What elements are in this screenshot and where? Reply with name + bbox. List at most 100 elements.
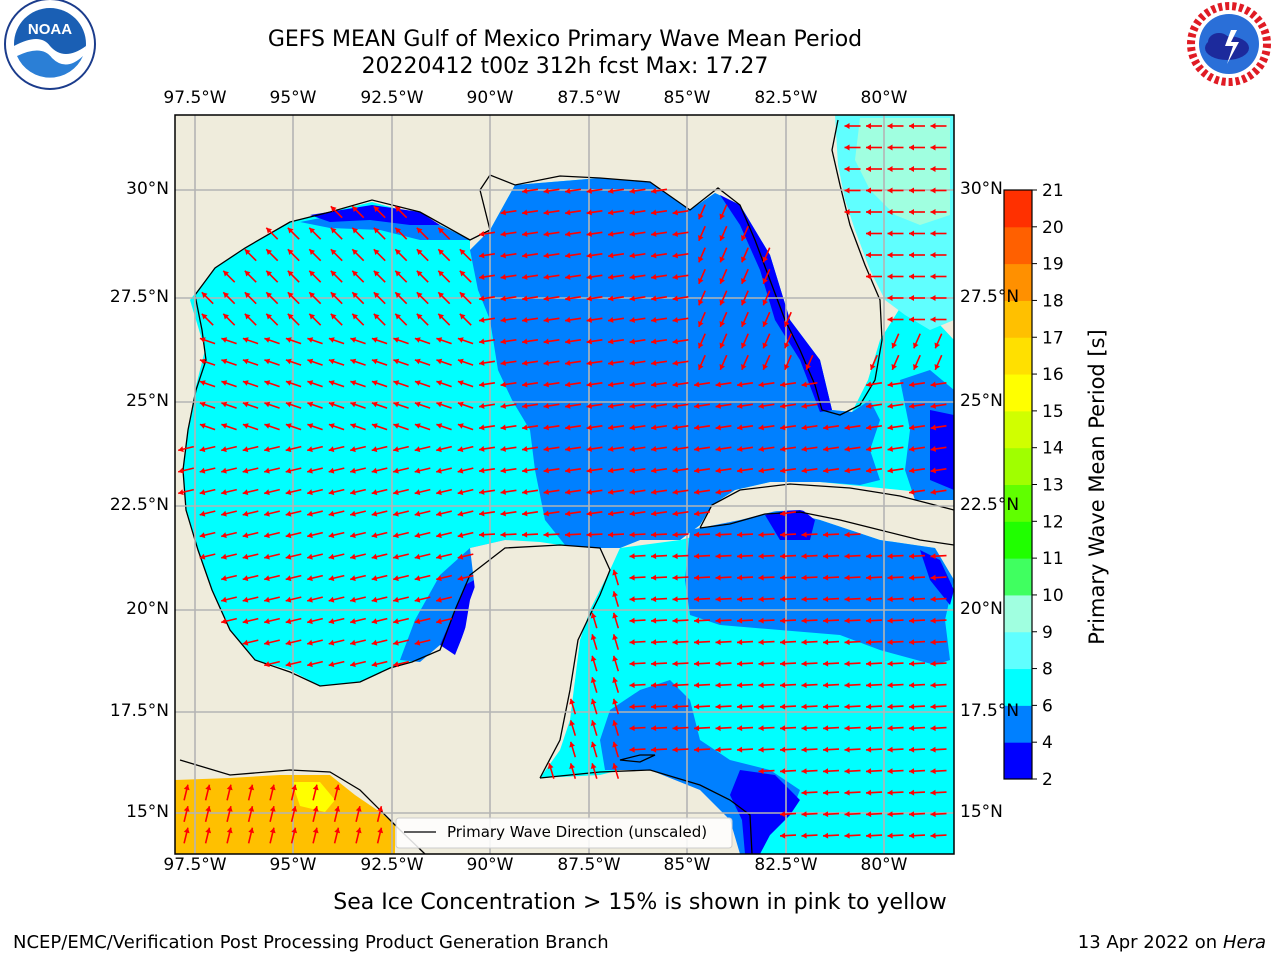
wave-arrow-589 bbox=[779, 596, 797, 603]
colorbar-tick-label-11: 16 bbox=[1042, 365, 1064, 385]
wave-arrow-34 bbox=[564, 209, 582, 216]
wave-arrow-145 bbox=[478, 295, 496, 302]
wave-arrow-174 bbox=[459, 313, 472, 326]
wave-arrow-126 bbox=[741, 268, 749, 285]
lat-tick-right-3: 22.5°N bbox=[960, 495, 1020, 515]
wave-arrow-157 bbox=[741, 290, 749, 306]
wave-arrow-27 bbox=[330, 205, 343, 219]
lat-tick-left-0: 30°N bbox=[126, 179, 169, 199]
wave-arrow-671 bbox=[865, 660, 883, 667]
wave-arrow-583 bbox=[650, 596, 668, 603]
wave-arrow-683 bbox=[758, 682, 775, 689]
wave-arrow-520 bbox=[328, 553, 345, 560]
wave-arrow-776 bbox=[226, 806, 233, 822]
wave-arrow-670 bbox=[844, 660, 861, 667]
wave-arrow-720 bbox=[779, 725, 797, 732]
wave-arrow-599 bbox=[264, 617, 280, 625]
wave-arrow-522 bbox=[371, 553, 388, 560]
wave-arrow-506 bbox=[693, 531, 711, 538]
wave-arrow-630 bbox=[350, 639, 366, 646]
wave-arrow-428 bbox=[908, 467, 926, 474]
wave-arrow-90 bbox=[607, 252, 625, 259]
wave-arrow-444 bbox=[478, 489, 496, 495]
wave-arrow-539 bbox=[887, 553, 904, 560]
wave-arrow-395 bbox=[199, 467, 216, 474]
wave-arrow-685 bbox=[801, 682, 818, 689]
wave-arrow-527 bbox=[629, 553, 646, 560]
wave-arrow-751 bbox=[779, 768, 797, 775]
wave-arrow-436 bbox=[307, 488, 323, 496]
wave-arrow-779 bbox=[290, 806, 298, 822]
wave-arrow-713 bbox=[629, 725, 646, 732]
wave-arrow-16 bbox=[543, 188, 560, 194]
wave-arrow-330 bbox=[350, 423, 366, 431]
wave-arrow-575 bbox=[328, 596, 345, 603]
wave-arrow-89 bbox=[586, 252, 603, 259]
wave-arrow-477 bbox=[607, 510, 625, 517]
wave-arrow-390 bbox=[865, 446, 883, 452]
wave-arrow-514 bbox=[199, 553, 216, 560]
wave-arrow-240 bbox=[543, 360, 560, 366]
wave-arrow-304 bbox=[500, 403, 517, 409]
wave-arrow-134 bbox=[244, 291, 257, 305]
wave-arrow-355 bbox=[887, 424, 904, 431]
wave-arrow-103 bbox=[244, 270, 257, 283]
wave-arrow-807 bbox=[887, 832, 904, 839]
wave-arrow-440 bbox=[393, 488, 409, 496]
wave-arrow-441 bbox=[414, 488, 431, 496]
wave-arrow-546 bbox=[307, 574, 323, 582]
wave-arrow-394 bbox=[178, 467, 194, 474]
wave-arrow-473 bbox=[521, 510, 539, 517]
wave-arrow-643 bbox=[779, 639, 797, 646]
wave-arrow-442 bbox=[436, 488, 452, 496]
wave-arrow-535 bbox=[801, 553, 818, 560]
wave-arrow-752 bbox=[801, 768, 818, 775]
wave-arrow-381 bbox=[672, 446, 689, 452]
wave-arrow-213 bbox=[629, 338, 646, 345]
wave-arrow-639 bbox=[693, 639, 711, 646]
wave-arrow-656 bbox=[371, 660, 388, 668]
wave-arrow-116 bbox=[521, 274, 539, 280]
wave-arrow-88 bbox=[564, 252, 582, 259]
noaa-logo: NOAA bbox=[4, 0, 96, 90]
wave-arrow-777 bbox=[247, 806, 255, 822]
wave-arrow-287 bbox=[887, 381, 904, 388]
wave-arrow-809 bbox=[930, 832, 947, 839]
wave-arrow-270 bbox=[478, 381, 496, 388]
wave-arrow-254 bbox=[891, 354, 900, 371]
wave-arrow-78 bbox=[351, 248, 365, 262]
wave-arrow-485 bbox=[242, 531, 259, 539]
lon-tick-bottom-6: 82.5°W bbox=[754, 855, 818, 875]
wave-arrow-774 bbox=[183, 806, 190, 822]
wave-arrow-429 bbox=[930, 467, 947, 474]
wave-arrow-451 bbox=[629, 489, 646, 495]
wave-arrow-309 bbox=[607, 403, 625, 409]
wave-arrow-648 bbox=[887, 639, 904, 646]
wave-arrow-76 bbox=[308, 248, 322, 262]
wave-arrow-1 bbox=[866, 123, 882, 129]
wave-arrow-118 bbox=[564, 274, 582, 280]
wave-arrow-406 bbox=[436, 467, 452, 474]
colorbar-segment-2 bbox=[1004, 668, 1032, 706]
wave-arrow-516 bbox=[242, 553, 259, 560]
wave-arrow-745 bbox=[930, 746, 947, 753]
wave-arrow-662 bbox=[672, 660, 689, 667]
wave-arrow-463 bbox=[307, 510, 323, 517]
wave-arrow-232 bbox=[371, 358, 388, 366]
wave-arrow-553 bbox=[457, 574, 474, 582]
wave-arrow-60 bbox=[564, 231, 582, 237]
wave-arrow-200 bbox=[350, 337, 366, 345]
wave-arrow-301 bbox=[436, 401, 452, 409]
lon-tick-bottom-5: 85°W bbox=[663, 855, 711, 875]
wave-arrow-386 bbox=[779, 446, 797, 452]
wave-arrow-207 bbox=[500, 338, 517, 345]
wave-arrow-498 bbox=[521, 531, 539, 538]
wave-arrow-505 bbox=[672, 531, 689, 538]
colorbar-tick-label-5: 10 bbox=[1042, 586, 1064, 606]
wave-arrow-186 bbox=[719, 311, 728, 328]
wave-arrow-339 bbox=[543, 424, 560, 431]
wave-arrow-767 bbox=[801, 789, 818, 796]
wave-arrow-805 bbox=[844, 832, 861, 839]
wave-arrow-208 bbox=[521, 338, 539, 345]
wave-arrow-54 bbox=[416, 227, 429, 240]
